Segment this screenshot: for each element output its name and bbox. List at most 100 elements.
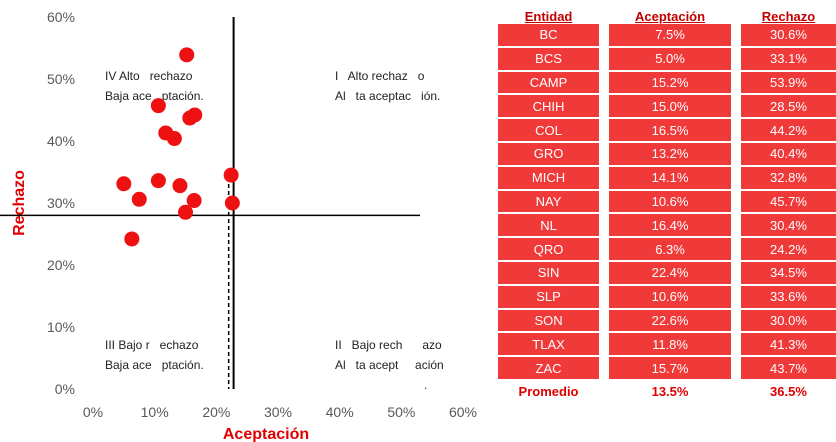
header-aceptacion: Aceptación xyxy=(634,8,706,24)
data-point xyxy=(158,125,174,141)
x-tick-label: 60% xyxy=(449,404,477,420)
cell-entidad: SON xyxy=(498,309,600,334)
cell-rechazo: 30.0% xyxy=(740,309,836,334)
table-row: TLAX 11.8% 41.3% xyxy=(498,333,836,358)
cell-entidad: TLAX xyxy=(498,333,600,358)
cell-rechazo: 33.6% xyxy=(740,285,836,310)
cell-entidad: BCS xyxy=(498,47,600,72)
cell-entidad: GRO xyxy=(498,142,600,167)
cell-entidad: COL xyxy=(498,119,600,143)
table-row: BC 7.5% 30.6% xyxy=(498,24,836,48)
cell-rechazo: 43.7% xyxy=(740,357,836,381)
cell-aceptacion: 11.8% xyxy=(599,333,741,358)
table-row: SIN 22.4% 34.5% xyxy=(498,261,836,286)
cell-aceptacion: 10.6% xyxy=(599,190,741,215)
cell-rechazo: 41.3% xyxy=(740,333,836,358)
x-tick-label: 40% xyxy=(326,404,354,420)
data-point xyxy=(223,167,239,183)
data-point xyxy=(116,176,132,192)
x-tick-label: 30% xyxy=(264,404,292,420)
quadrant-iii-label: III Bajo r echazo xyxy=(105,338,199,352)
x-tick-label: 50% xyxy=(387,404,415,420)
table-row: NL 16.4% 30.4% xyxy=(498,214,836,239)
cell-aceptacion: 6.3% xyxy=(599,238,741,262)
table-row: QRO 6.3% 24.2% xyxy=(498,238,836,262)
cell-aceptacion: 16.4% xyxy=(599,214,741,239)
table-row: CHIH 15.0% 28.5% xyxy=(498,95,836,120)
cell-rechazo: 33.1% xyxy=(740,47,836,72)
cell-rechazo: 53.9% xyxy=(740,71,836,96)
quadrant-ii-label: . xyxy=(424,378,427,392)
cell-rechazo: 30.4% xyxy=(740,214,836,239)
cell-aceptacion: 7.5% xyxy=(599,24,741,48)
table-row: MICH 14.1% 32.8% xyxy=(498,166,836,191)
cell-rechazo: 28.5% xyxy=(740,95,836,120)
cell-entidad: SIN xyxy=(498,261,600,286)
cell-aceptacion: 10.6% xyxy=(599,285,741,310)
cell-entidad: ZAC xyxy=(498,357,600,381)
data-point xyxy=(179,47,195,63)
data-table: Entidad Aceptación Rechazo BC 7.5% 30.6% BC… xyxy=(498,8,836,403)
cell-entidad: QRO xyxy=(498,238,600,262)
x-axis-title: Aceptación xyxy=(223,426,309,442)
y-axis-title: Rechazo xyxy=(11,170,28,236)
cell-rechazo: 30.6% xyxy=(740,24,836,48)
data-point xyxy=(172,178,188,194)
cell-rechazo: 34.5% xyxy=(740,261,836,286)
x-tick-label: 10% xyxy=(141,404,169,420)
table-row: CAMP 15.2% 53.9% xyxy=(498,71,836,96)
cell-entidad: BC xyxy=(498,24,600,48)
cell-aceptacion: 14.1% xyxy=(599,166,741,191)
cell-aceptacion: 16.5% xyxy=(599,119,741,143)
cell-aceptacion: 22.4% xyxy=(599,261,741,286)
y-tick-label: 40% xyxy=(47,133,75,149)
cell-rechazo: 45.7% xyxy=(740,190,836,215)
cell-entidad: SLP xyxy=(498,285,600,310)
table-row: COL 16.5% 44.2% xyxy=(498,119,836,143)
x-tick-label: 20% xyxy=(202,404,230,420)
data-point xyxy=(186,193,202,209)
cell-entidad: NAY xyxy=(498,190,600,215)
table-row: SON 22.6% 30.0% xyxy=(498,309,836,334)
y-tick-label: 20% xyxy=(47,257,75,273)
cell-rechazo: 40.4% xyxy=(740,142,836,167)
quadrant-iv-label: Baja ace ptación. xyxy=(105,89,204,103)
average-rechazo: 36.5% xyxy=(740,380,836,403)
quadrant-i-label: Al ta aceptac ión. xyxy=(335,89,440,103)
table-header-row: Entidad Aceptación Rechazo xyxy=(498,8,836,24)
y-tick-label: 10% xyxy=(47,319,75,335)
cell-aceptacion: 5.0% xyxy=(599,47,741,72)
cell-entidad: NL xyxy=(498,214,600,239)
scatter-chart: 0% 10% 20% 30% 40% 50% 60% 0% 10% 20% 30% 40% 50% 60%… xyxy=(0,9,477,442)
quadrant-ii-label: II Bajo rech azo xyxy=(335,338,442,352)
cell-aceptacion: 15.0% xyxy=(599,95,741,120)
cell-entidad: MICH xyxy=(498,166,600,191)
cell-rechazo: 44.2% xyxy=(740,119,836,143)
x-tick-label: 0% xyxy=(83,404,103,420)
quadrant-iii-label: Baja ace ptación. xyxy=(105,358,204,372)
table-row: NAY 10.6% 45.7% xyxy=(498,190,836,215)
y-tick-label: 30% xyxy=(47,195,75,211)
cell-rechazo: 32.8% xyxy=(740,166,836,191)
data-point xyxy=(150,173,166,189)
table-row: ZAC 15.7% 43.7% xyxy=(498,357,836,381)
data-point xyxy=(131,191,147,207)
table-average-row: Promedio 13.5% 36.5% xyxy=(498,380,836,403)
cell-entidad: CAMP xyxy=(498,71,600,96)
table-row: SLP 10.6% 33.6% xyxy=(498,285,836,310)
cell-rechazo: 24.2% xyxy=(740,238,836,262)
y-tick-label: 0% xyxy=(55,381,75,397)
header-rechazo: Rechazo xyxy=(761,8,816,24)
quadrant-iv-label: IV Alto rechazo xyxy=(105,69,193,83)
data-point xyxy=(224,195,240,211)
cell-aceptacion: 13.2% xyxy=(599,142,741,167)
header-entidad: Entidad xyxy=(524,8,573,24)
table-row: GRO 13.2% 40.4% xyxy=(498,142,836,167)
cell-aceptacion: 15.2% xyxy=(599,71,741,96)
quadrant-i-label: I Alto rechaz o xyxy=(335,69,425,83)
table-row: BCS 5.0% 33.1% xyxy=(498,47,836,72)
data-point xyxy=(124,231,140,247)
data-point xyxy=(182,110,198,126)
data-point xyxy=(178,204,193,220)
quadrant-ii-label: Al ta acept ación xyxy=(335,358,444,372)
